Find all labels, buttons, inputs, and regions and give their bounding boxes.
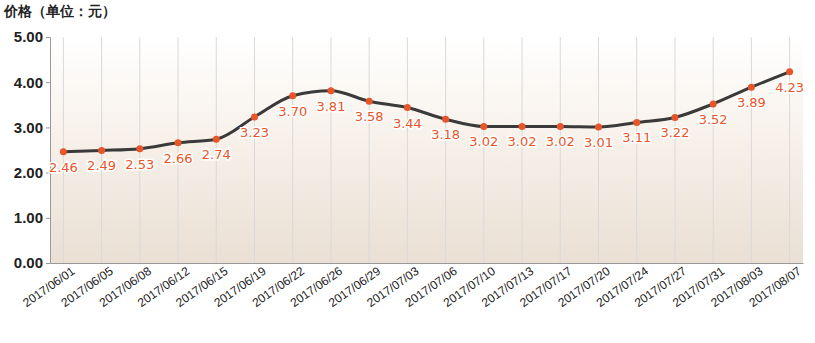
data-label: 3.58 — [355, 109, 384, 124]
data-label: 3.70 — [278, 104, 307, 119]
data-label: 2.53 — [125, 157, 154, 172]
point-marker — [366, 98, 373, 105]
data-label: 3.02 — [469, 134, 498, 149]
grid-line — [713, 37, 714, 263]
x-axis-line — [51, 263, 804, 264]
chart: 0.00 1.00 2.00 3.00 4.00 5.00 2017/06/012017/0… — [0, 0, 815, 343]
data-label: 3.01 — [584, 135, 613, 150]
point-marker — [327, 87, 334, 94]
grid-line — [560, 37, 561, 263]
point-marker — [213, 136, 220, 143]
y-tick-mark — [46, 263, 50, 264]
y-tick-label: 2.00 — [14, 164, 43, 181]
plot-area — [60, 68, 793, 155]
data-label: 3.11 — [622, 130, 651, 145]
data-label: 4.23 — [775, 80, 804, 95]
y-tick-label: 5.00 — [14, 28, 43, 45]
data-label: 2.46 — [49, 160, 78, 175]
y-tick: 5.00 — [14, 28, 50, 45]
grid-line — [407, 37, 408, 263]
y-tick: 0.00 — [14, 254, 50, 271]
point-marker — [175, 139, 182, 146]
data-label: 2.66 — [164, 151, 193, 166]
point-marker — [289, 92, 296, 99]
point-marker — [519, 123, 526, 130]
y-tick-label: 1.00 — [14, 209, 43, 226]
point-marker — [98, 147, 105, 154]
y-axis: 0.00 1.00 2.00 3.00 4.00 5.00 — [14, 28, 51, 271]
data-label: 3.23 — [240, 125, 269, 140]
y-tick-mark — [46, 37, 50, 38]
point-marker — [136, 145, 143, 152]
data-label: 2.74 — [202, 147, 231, 162]
y-tick-label: 3.00 — [14, 119, 43, 136]
y-tick: 4.00 — [14, 74, 50, 91]
point-marker — [557, 123, 564, 130]
point-marker — [442, 116, 449, 123]
x-axis: 2017/06/012017/06/052017/06/082017/06/12… — [20, 263, 804, 310]
point-marker — [251, 114, 258, 121]
y-tick: 2.00 — [14, 164, 50, 181]
data-label: 3.44 — [393, 116, 422, 131]
data-label: 3.52 — [699, 112, 728, 127]
x-tick: 2017/08/07 — [746, 263, 803, 310]
y-axis-line — [46, 38, 51, 264]
point-marker — [786, 68, 793, 75]
data-label: 3.18 — [431, 127, 460, 142]
y-tick-mark — [46, 218, 50, 219]
grid-line — [254, 37, 255, 263]
data-label: 3.02 — [546, 134, 575, 149]
point-marker — [710, 100, 717, 107]
price-line — [63, 72, 789, 152]
y-tick-mark — [46, 82, 50, 83]
data-label: 3.22 — [660, 125, 689, 140]
grid-line — [292, 37, 293, 263]
x-tick-label: 2017/08/07 — [746, 264, 803, 310]
y-tick-label: 4.00 — [14, 74, 43, 91]
grid-line — [445, 37, 446, 263]
y-tick: 1.00 — [14, 209, 50, 226]
y-tick-mark — [46, 127, 50, 128]
point-marker — [404, 104, 411, 111]
grid-line — [330, 37, 331, 263]
grid-line — [598, 37, 599, 263]
data-label: 3.81 — [316, 99, 345, 114]
grid-line — [483, 37, 484, 263]
data-label: 2.49 — [87, 158, 116, 173]
data-labels: 2.46 2.49 2.53 2.66 2.74 3.23 3.70 3.81 3.58 3.44… — [49, 80, 804, 175]
grid-line — [369, 37, 370, 263]
data-label: 3.89 — [737, 95, 766, 110]
point-marker — [671, 114, 678, 121]
y-tick: 3.00 — [14, 119, 50, 136]
point-marker — [595, 123, 602, 130]
grid — [63, 37, 789, 263]
point-marker — [60, 148, 67, 155]
point-marker — [480, 123, 487, 130]
point-marker — [748, 84, 755, 91]
grid-line — [674, 37, 675, 263]
plot-background — [50, 37, 803, 263]
grid-line — [522, 37, 523, 263]
grid-line — [751, 37, 752, 263]
data-label: 3.02 — [508, 134, 537, 149]
point-marker — [633, 119, 640, 126]
grid-line — [636, 37, 637, 263]
y-tick-label: 0.00 — [14, 254, 43, 271]
y-axis-title: 价格（单位：元） — [3, 3, 116, 19]
